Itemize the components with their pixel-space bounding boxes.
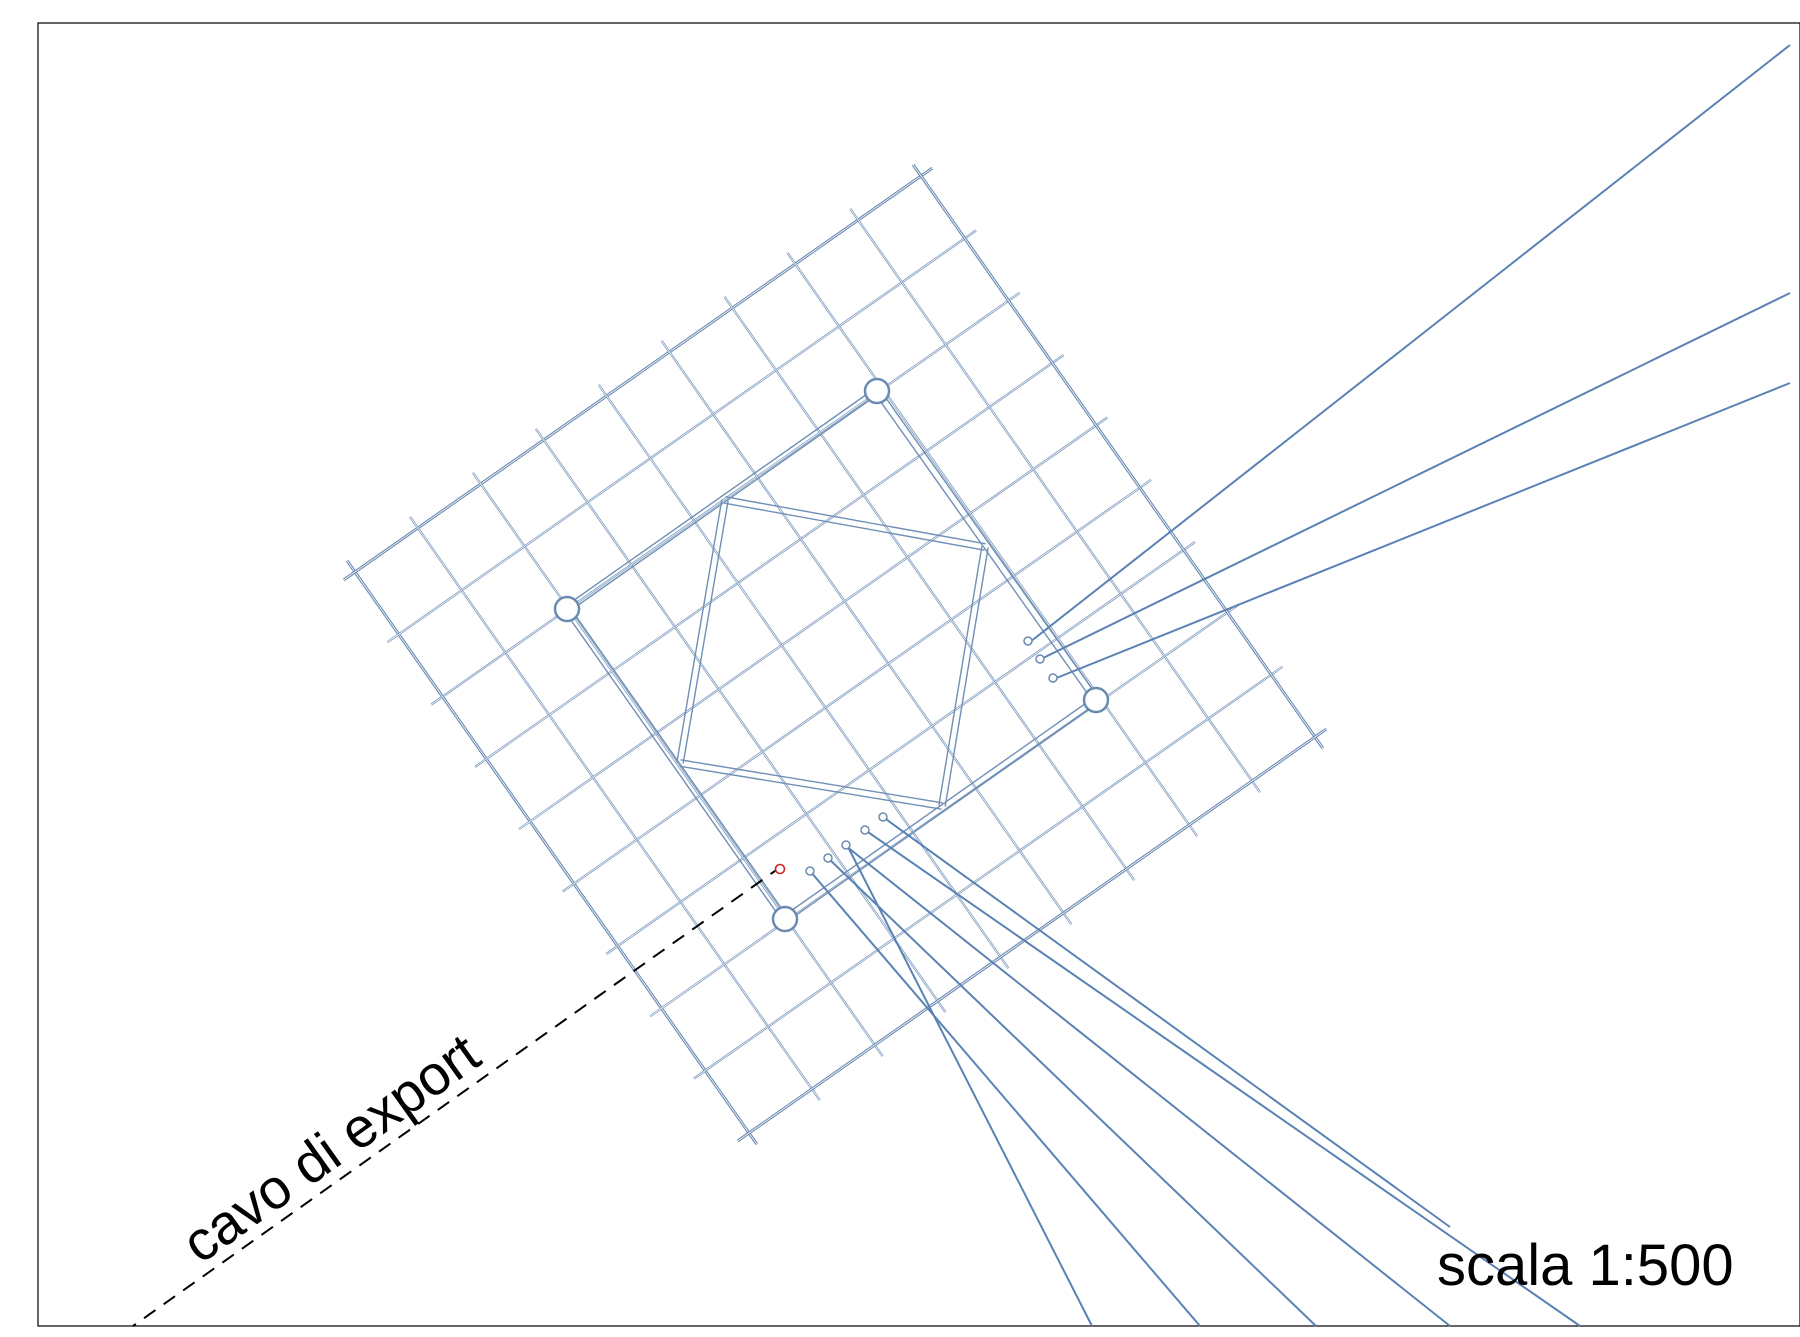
grid-line-v-inner [912,164,1324,749]
substation-link [563,610,783,922]
array-cable [809,870,1201,1327]
turbine-point [823,853,833,863]
turbine-point [1048,673,1058,683]
substation-ring [1082,686,1110,714]
grid-line-v-inner [849,208,1261,793]
grid-line-h-inner [606,541,1196,955]
platform-structure [563,387,1100,923]
grid-line-v-inner [409,516,821,1101]
grid-line-v-inner [661,340,1072,925]
turbine-point [841,840,851,850]
scale-label: scala 1:500 [1437,1233,1734,1298]
inner-frame-edge [680,759,943,804]
substation-ring [771,905,799,933]
mooring-grid [342,163,1328,1146]
array-cables [809,44,1791,1327]
inner-frame-edge [725,496,986,545]
grid-line-v-inner [535,428,946,1013]
substation-link [782,696,1095,917]
array-cable [882,816,1451,1228]
array-cable [845,845,1451,1327]
array-cable [1053,382,1791,680]
grid-line-h-inner [387,230,977,643]
turbine-point [1023,636,1033,646]
array-cable [864,829,1581,1327]
inner-frame-edge [724,502,985,551]
grid-line-v-inner [472,472,883,1057]
turbine-point [805,866,815,876]
grid-line-v-inner [724,296,1135,881]
grid-line-h-inner [562,479,1152,892]
inner-frame-edge [944,547,989,807]
substation-link [786,702,1099,923]
array-cable [846,844,1093,1327]
array-cable [1040,292,1791,660]
export-cable-line [132,865,783,1327]
array-cable [827,857,1317,1327]
export-connection-point [774,863,786,875]
turbine-point [878,812,888,822]
drawing-frame [37,22,1800,1327]
substation-link [569,606,789,918]
turbine-point [860,825,870,835]
turbine-point [1035,654,1045,664]
substation-link [873,392,1094,703]
inner-frame-edge [676,499,723,763]
grid-line-v-inner [598,384,1009,969]
substation-link [564,387,876,607]
grid-line-v-inner [787,252,1198,837]
grid-line-h-inner [693,666,1283,1079]
inner-frame-edge [679,765,942,810]
substation-ring [863,377,891,405]
inner-frame-edge [938,546,983,806]
corner-rings [553,377,1110,933]
grid-line-h-inner [737,728,1327,1142]
grid-line-h-inner [474,354,1064,768]
connection-points [774,636,1058,876]
array-cable [1029,44,1791,643]
substation-link [879,388,1100,699]
grid-line-h-inner [343,167,933,581]
grid-line-h-inner [431,292,1021,705]
inner-frame-edge [682,500,729,764]
grid-line-h-inner [518,417,1108,830]
substation-ring [553,595,581,623]
grid-line-v-inner [346,560,758,1145]
export-cable-label: cavo di export [170,1021,491,1275]
substation-link [568,393,880,613]
